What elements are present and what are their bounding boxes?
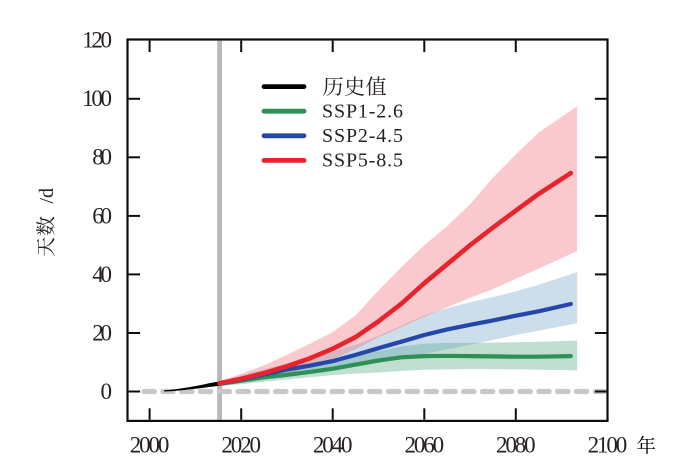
svg-text:SSP5-8.5: SSP5-8.5	[322, 150, 403, 172]
svg-text:2040: 2040	[313, 433, 353, 458]
svg-text:20: 20	[92, 320, 112, 345]
svg-text:60: 60	[92, 203, 112, 228]
svg-text:2080: 2080	[496, 433, 536, 458]
svg-text:SSP2-4.5: SSP2-4.5	[322, 125, 403, 147]
svg-text:2020: 2020	[221, 433, 261, 458]
svg-text:2000: 2000	[130, 433, 170, 458]
svg-text:40: 40	[92, 262, 112, 287]
svg-text:0: 0	[101, 379, 113, 404]
svg-text:80: 80	[92, 145, 112, 170]
svg-text:120: 120	[82, 28, 112, 53]
svg-text:2100: 2100	[588, 433, 628, 458]
svg-text:/d: /d	[36, 188, 58, 204]
svg-text:100: 100	[82, 86, 112, 111]
svg-text:SSP1-2.6: SSP1-2.6	[322, 100, 403, 122]
svg-text:2060: 2060	[405, 433, 445, 458]
